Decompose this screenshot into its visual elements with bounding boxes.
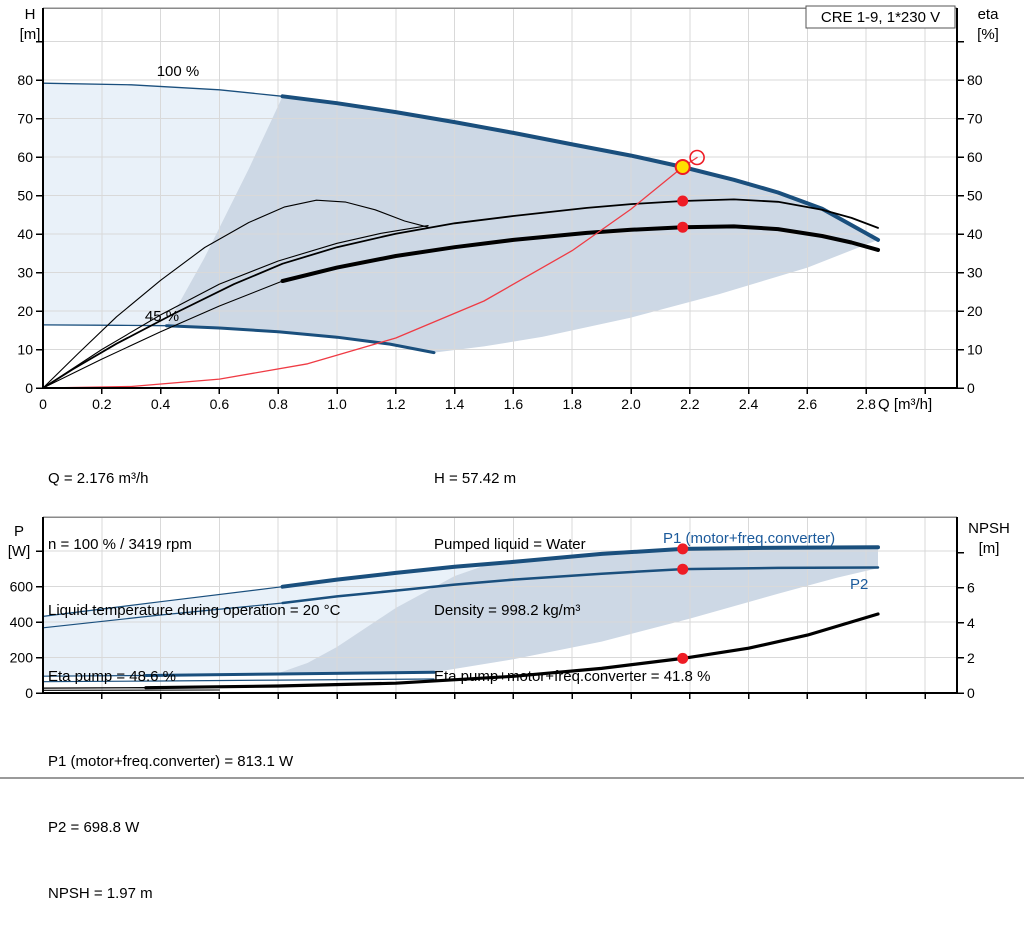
qh-left-tick-label: 70 [17, 111, 33, 127]
duty-info-right-column: H = 57.42 m Pumped liquid = Water Densit… [434, 424, 710, 732]
info-line-h: H = 57.42 m [434, 468, 710, 490]
qh-left-axis-title: H [25, 6, 36, 23]
p2-curve-label: P2 [850, 576, 868, 593]
qh-eta-chart: 0 10 20 30 40 50 60 70 80 H [m] 0 10 20 30 40 50 60 70 80 et… [17, 6, 999, 413]
power-left-tick-label: 600 [10, 579, 34, 595]
qh-right-tick-label: 20 [967, 303, 983, 319]
eta-total-point [677, 222, 688, 233]
qh-left-tick-label: 40 [17, 226, 33, 242]
info-line-p1: P1 (motor+freq.converter) = 813.1 W [48, 751, 293, 773]
qh-left-tick-label: 10 [17, 342, 33, 358]
qh-x-tick-label: 2.8 [856, 396, 876, 412]
qh-left-tick-label: 20 [17, 303, 33, 319]
info-line-p2: P2 = 698.8 W [48, 817, 293, 839]
qh-right-tick-label: 80 [967, 72, 983, 88]
power-left-axis-title: [W] [8, 543, 31, 560]
power-left-axis-title: P [14, 523, 24, 540]
qh-left-tick-label: 80 [17, 72, 33, 88]
bottom-separator-line [0, 777, 1024, 779]
qh-right-axis-title: eta [978, 6, 1000, 23]
qh-x-tick-label: 1.0 [327, 396, 347, 412]
qh-min-speed-thin [43, 325, 167, 326]
qh-right-tick-label: 70 [967, 111, 983, 127]
power-right-axis-title: [m] [979, 540, 1000, 557]
qh-right-axis-title: [%] [977, 26, 999, 43]
pump-title-text: CRE 1-9, 1*230 V [821, 9, 940, 26]
info-line-density: Density = 998.2 kg/m³ [434, 600, 710, 622]
qh-left-axis-title: [m] [20, 26, 41, 43]
power-right-tick-label: 0 [967, 685, 975, 701]
qh-x-tick-label: 1.4 [445, 396, 465, 412]
info-line-n: n = 100 % / 3419 rpm [48, 534, 340, 556]
qh-x-tick-label: 2.0 [621, 396, 641, 412]
qh-left-tick-label: 60 [17, 149, 33, 165]
power-right-axis-title: NPSH [968, 520, 1010, 537]
qh-left-tick-label: 0 [25, 380, 33, 396]
actual-duty-point[interactable] [676, 160, 690, 174]
qh-x-tick-label: 0 [39, 396, 47, 412]
qh-x-tick-label: 1.2 [386, 396, 406, 412]
qh-x-axis-title: Q [m³/h] [878, 396, 932, 413]
power-right-tick-label: 6 [967, 580, 975, 596]
speed-45-label: 45 % [145, 308, 179, 325]
qh-x-tick-label: 2.2 [680, 396, 700, 412]
qh-right-tick-label: 0 [967, 380, 975, 396]
info-line-liquid: Pumped liquid = Water [434, 534, 710, 556]
qh-x-tick-label: 0.4 [151, 396, 171, 412]
qh-x-tick-label: 0.6 [210, 396, 230, 412]
qh-x-tick-label: 1.6 [504, 396, 524, 412]
qh-right-tick-label: 50 [967, 188, 983, 204]
power-info-block: P1 (motor+freq.converter) = 813.1 W P2 =… [48, 707, 293, 949]
info-line-temp: Liquid temperature during operation = 20… [48, 600, 340, 622]
qh-left-tick-label: 30 [17, 265, 33, 281]
qh-right-tick-label: 30 [967, 265, 983, 281]
power-right-tick-label: 4 [967, 615, 975, 631]
power-left-tick-label: 0 [25, 685, 33, 701]
qh-x-tick-label: 2.6 [798, 396, 818, 412]
qh-left-tick-label: 50 [17, 188, 33, 204]
qh-x-tick-label: 0.2 [92, 396, 112, 412]
qh-right-tick-label: 10 [967, 342, 983, 358]
qh-x-tick-label: 1.8 [562, 396, 582, 412]
duty-info-left-column: Q = 2.176 m³/h n = 100 % / 3419 rpm Liqu… [48, 424, 340, 732]
info-line-eta: Eta pump = 48.6 % [48, 666, 340, 688]
power-right-tick-label: 2 [967, 650, 975, 666]
eta-pump-point [677, 196, 688, 207]
info-line-q: Q = 2.176 m³/h [48, 468, 340, 490]
qh-right-tick-label: 40 [967, 226, 983, 242]
speed-100-label: 100 % [157, 63, 200, 80]
qh-x-tick-label: 2.4 [739, 396, 759, 412]
info-line-eta-total: Eta pump+motor+freq.converter = 41.8 % [434, 666, 710, 688]
power-left-tick-label: 400 [10, 614, 34, 630]
qh-right-tick-label: 60 [967, 149, 983, 165]
info-line-npsh: NPSH = 1.97 m [48, 883, 293, 905]
qh-x-tick-label: 0.8 [268, 396, 288, 412]
power-left-tick-label: 200 [10, 650, 34, 666]
